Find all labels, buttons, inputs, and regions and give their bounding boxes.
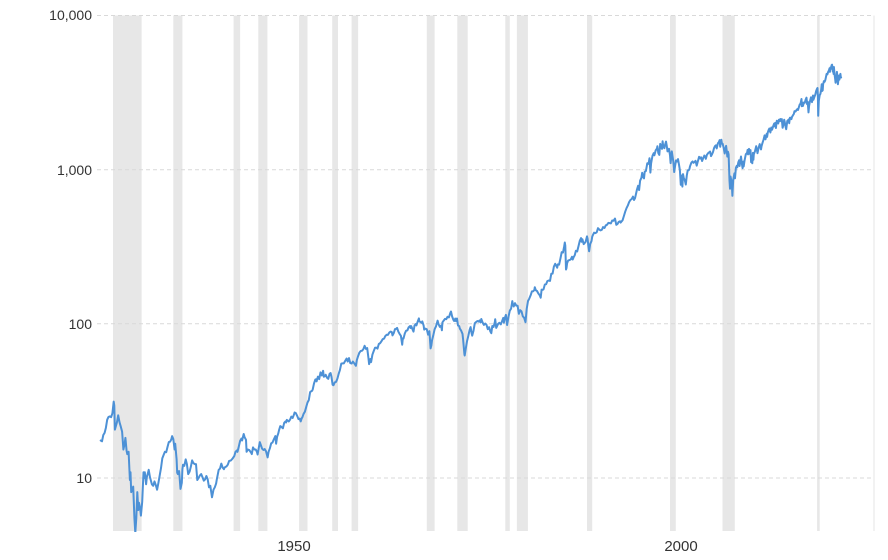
recession-band [351,15,359,531]
recession-band [258,15,268,531]
recession-band [457,15,468,531]
y-axis-tick-label: 100 [68,316,92,332]
recession-band [722,15,735,531]
x-axis-tick-label: 2000 [664,538,698,555]
recession-band [113,15,142,531]
recession-band [587,15,593,531]
price-line [99,63,843,532]
recession-band [505,15,510,531]
y-axis-tick-label: 10,000 [49,7,92,23]
recession-band [299,15,308,531]
x-axis-tick-label: 1950 [277,538,311,555]
recession-band [426,15,435,531]
y-axis-tick-label: 10 [76,470,92,486]
recession-band [233,15,241,531]
recession-band [332,15,338,531]
recession-band [516,15,528,531]
recession-band [817,15,820,531]
y-axis-tick-label: 1,000 [56,162,92,178]
recession-band [670,15,676,531]
recession-band [173,15,183,531]
